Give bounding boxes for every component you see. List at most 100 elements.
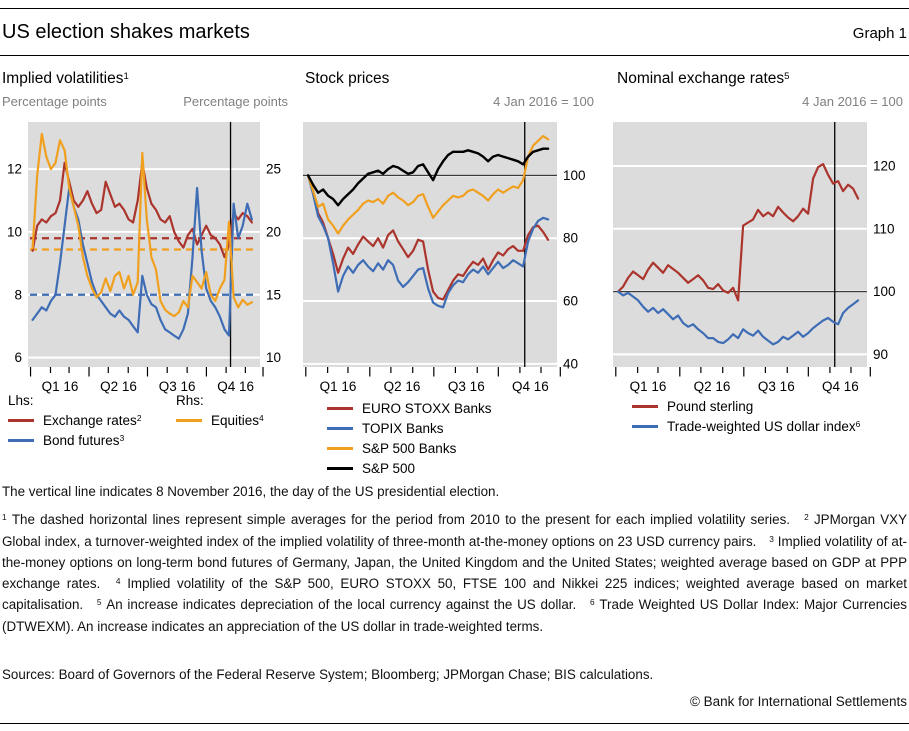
legend-swatch (327, 466, 353, 470)
series-line-topix-banks (307, 174, 550, 309)
legend-item: EURO STOXX Banks (327, 399, 492, 419)
legend-swatch (632, 424, 658, 428)
footnote-marker: 5 (96, 597, 102, 608)
implied-volatilities-legend: Lhs: Exchange rates2 Bond futures3 Rhs: Equi… (2, 391, 294, 461)
x-tick-label: Q4 16 (217, 379, 254, 394)
y-tick-label-right: 90 (873, 347, 888, 362)
series-line-euro-stoxx-banks (307, 174, 550, 301)
plot-background (303, 122, 557, 367)
panel-title-text: Implied volatilities (2, 70, 124, 87)
legend-item: Equities4 (176, 411, 264, 431)
legend-swatch (176, 418, 202, 422)
right-axis-unit-label: 4 Jan 2016 = 100 (493, 94, 594, 109)
y-tick-label-right: 40 (563, 356, 578, 371)
panel-nominal-exchange-rates: Nominal exchange rates5 4 Jan 2016 = 100… (605, 62, 909, 482)
y-tick-label-right: 110 (873, 221, 895, 236)
footnote-marker: 6 (589, 597, 595, 608)
x-tick-label: Q4 16 (512, 379, 549, 394)
legend-item: TOPIX Banks (327, 419, 492, 439)
x-tick-label: Q3 16 (448, 379, 485, 394)
panel-title-footnote-marker: 5 (784, 70, 790, 82)
legend-item: Bond futures3 (8, 431, 141, 451)
x-tick-label: Q1 16 (42, 379, 79, 394)
footnote-marker: 3 (769, 533, 774, 544)
stock-prices-chart: Q1 16 Q2 16 Q3 16 Q4 16 40 60 80 100 (303, 122, 586, 394)
x-tick-label: Q1 16 (630, 379, 667, 394)
legend-group: Rhs: Equities4 (176, 391, 264, 431)
y-tick-label-right: 120 (873, 158, 896, 173)
legend-swatch (8, 438, 34, 442)
x-tick-label: Q4 16 (822, 379, 859, 394)
left-axis-unit-label: Percentage points (2, 94, 107, 109)
panel-stock-prices: Stock prices 4 Jan 2016 = 100 Q1 16 Q2 16… (300, 62, 600, 482)
vertical-line-note: The vertical line indicates 8 November 2… (2, 484, 500, 499)
panel-implied-volatilities: Implied volatilities1 Percentage points … (2, 62, 294, 482)
legend-item: Exchange rates2 (8, 411, 141, 431)
axis-unit-headers: 4 Jan 2016 = 100 (300, 94, 596, 110)
legend-item: Trade-weighted US dollar index6 (632, 417, 860, 437)
series-line-trade-weighted-us-dollar-index (617, 290, 860, 346)
axis-unit-headers: Percentage points Percentage points (2, 94, 290, 110)
series-line-equities (31, 132, 253, 318)
nominal-exchange-rates-chart: Q1 16 Q2 16 Q3 16 Q4 16 90 100 110 120 (613, 122, 896, 394)
x-tick-label: Q3 16 (758, 379, 795, 394)
x-tick-label: Q3 16 (159, 379, 196, 394)
legend-group-header: Lhs: (8, 393, 34, 408)
legend-label: EURO STOXX Banks (362, 401, 492, 416)
copyright-line: © Bank for International Settlements (689, 694, 907, 709)
bottom-rule (0, 723, 909, 724)
y-tick-label-right: 100 (873, 284, 896, 299)
stock-prices-legend: EURO STOXX Banks TOPIX Banks S&P 500 Banks… (327, 399, 492, 479)
legend-label: Trade-weighted US dollar index6 (667, 419, 861, 434)
y-tick-label-right: 10 (266, 350, 281, 365)
legend-item: Pound sterling (632, 397, 860, 417)
legend-label: S&P 500 Banks (362, 441, 457, 456)
title-divider-rule (0, 55, 909, 56)
footnote-marker: 1 (2, 512, 7, 523)
plot-background (613, 122, 867, 367)
panel-title-text: Nominal exchange rates (617, 70, 785, 87)
legend-group: Lhs: Exchange rates2 Bond futures3 (8, 391, 141, 451)
legend-swatch (327, 426, 353, 430)
y-tick-label-right: 25 (266, 162, 281, 177)
series-line-s-p-500-banks (307, 135, 550, 235)
legend-swatch (327, 446, 353, 450)
implied-volatilities-chart: Q1 16 Q2 16 Q3 16 Q4 16 6 8 10 12 10 15 20 25 (7, 122, 281, 394)
main-title: US election shakes markets (2, 21, 250, 43)
right-axis-unit-label: Percentage points (183, 94, 288, 109)
panel-title-text: Stock prices (305, 70, 390, 87)
legend-item: S&P 500 Banks (327, 439, 492, 459)
legend-label: Exchange rates2 (43, 413, 142, 428)
footnotes-paragraph: 1 The dashed horizontal lines represent … (2, 512, 908, 634)
graph-number-label: Graph 1 (852, 25, 907, 42)
x-tick-label: Q1 16 (320, 379, 357, 394)
legend-item: S&P 500 (327, 459, 492, 479)
legend-label: Bond futures3 (43, 433, 125, 448)
sources-line: Sources: Board of Governors of the Feder… (2, 667, 654, 682)
x-tick-label: Q2 16 (384, 379, 421, 394)
y-tick-label-left: 10 (7, 224, 22, 239)
legend-label: Pound sterling (667, 399, 754, 414)
legend-group-header: Rhs: (176, 393, 204, 408)
legend-swatch (632, 404, 658, 408)
panel-title: Implied volatilities1 (2, 70, 129, 88)
panel-title: Nominal exchange rates5 (617, 70, 790, 88)
legend-swatch (327, 406, 353, 410)
nominal-exchange-rates-legend: Pound sterling Trade-weighted US dollar i… (632, 397, 860, 437)
footnote-marker: 4 (115, 575, 121, 586)
y-tick-label-right: 80 (563, 231, 578, 246)
panel-title: Stock prices (305, 70, 389, 88)
x-tick-label: Q2 16 (100, 379, 137, 394)
footnote-marker: 2 (804, 512, 809, 523)
x-tick-label: Q2 16 (694, 379, 731, 394)
y-tick-label-left: 6 (14, 350, 22, 365)
y-tick-label-right: 60 (563, 294, 578, 309)
axis-unit-headers: 4 Jan 2016 = 100 (605, 94, 905, 110)
legend-label: TOPIX Banks (362, 421, 444, 436)
series-line-pound-sterling (617, 162, 860, 302)
legend-label: Equities4 (211, 413, 264, 428)
y-tick-label-right: 15 (266, 287, 281, 302)
y-tick-label-left: 8 (14, 287, 22, 302)
legend-swatch (8, 418, 34, 422)
legend-label: S&P 500 (362, 461, 416, 476)
